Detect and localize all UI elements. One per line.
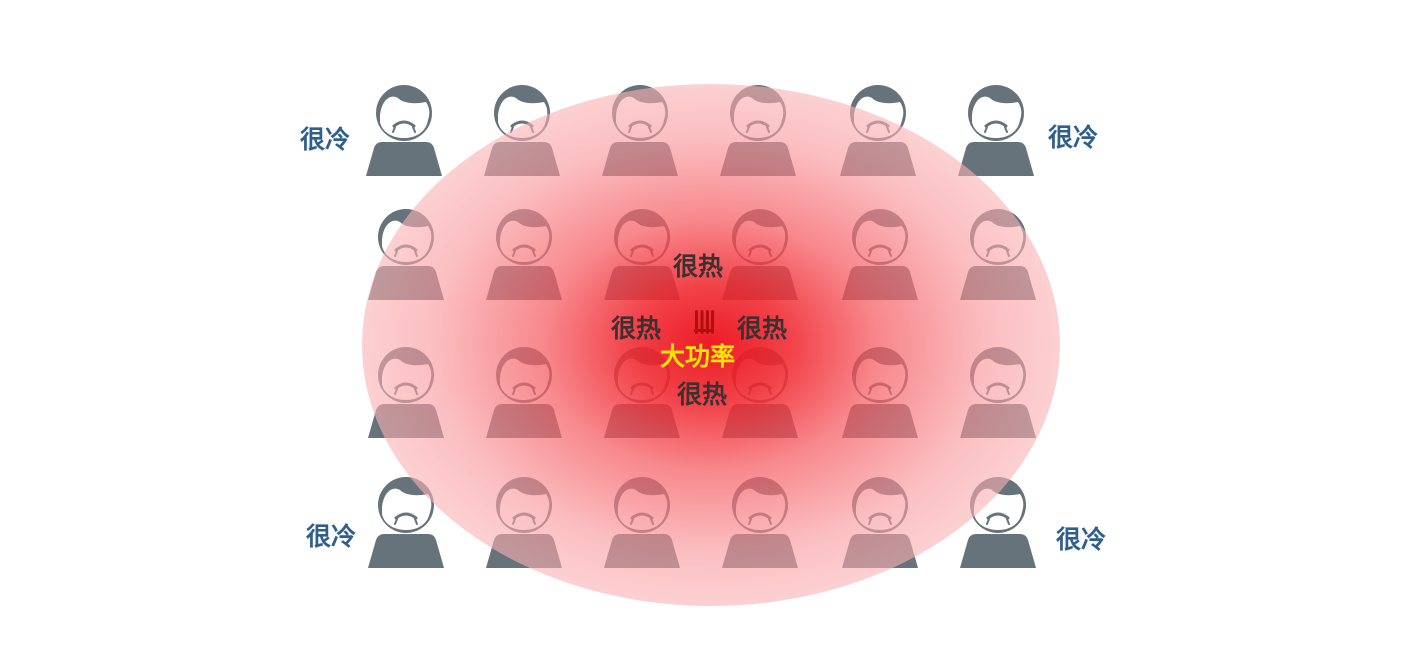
cold-label-top-right: 很冷 [1048, 123, 1099, 152]
hot-label-bottom: 很热 [677, 380, 728, 409]
cold-label-bottom-right: 很冷 [1056, 525, 1107, 554]
heater-icon [693, 308, 715, 336]
heater-label: 大功率 [660, 342, 736, 371]
hot-label-right: 很热 [737, 314, 788, 343]
person-icon [366, 474, 446, 570]
person-icon [364, 82, 444, 178]
cold-label-top-left: 很冷 [300, 125, 351, 154]
hot-label-left: 很热 [611, 314, 662, 343]
cold-label-bottom-left: 很冷 [306, 522, 357, 551]
person-icon [956, 82, 1036, 178]
heat-zone [362, 84, 1060, 606]
hot-label-top: 很热 [673, 252, 724, 281]
